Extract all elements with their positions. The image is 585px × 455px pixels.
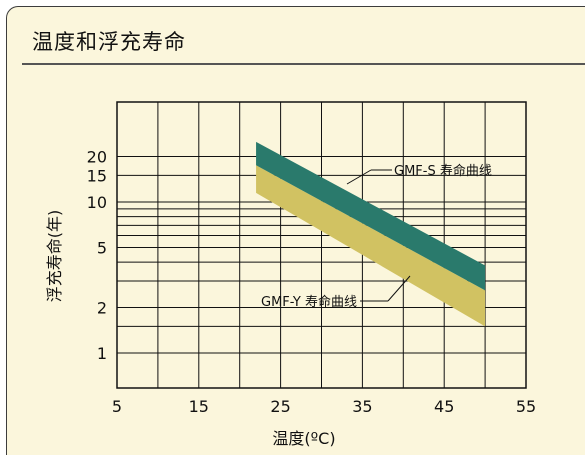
x-axis-label: 温度(ºC) bbox=[272, 429, 335, 448]
title-divider bbox=[22, 63, 585, 65]
y-tick-label: 5 bbox=[97, 238, 107, 257]
leader-line-gmf-s bbox=[346, 169, 372, 185]
x-tick-label: 5 bbox=[112, 397, 122, 416]
leader-line-gmf-y bbox=[387, 275, 411, 302]
x-tick-label: 25 bbox=[270, 397, 290, 416]
band-gmf-y bbox=[256, 165, 486, 327]
y-tick-label: 10 bbox=[87, 193, 107, 212]
x-tick-label: 15 bbox=[189, 397, 209, 416]
gmf-s-label: GMF-S 寿命曲线 bbox=[394, 163, 492, 179]
chart-title: 温度和浮充寿命 bbox=[32, 30, 186, 54]
chart-panel bbox=[6, 6, 585, 455]
y-tick-label: 20 bbox=[87, 148, 107, 167]
gmf-y-label: GMF-Y 寿命曲线 bbox=[261, 294, 357, 310]
y-tick-label: 15 bbox=[87, 166, 107, 185]
plot-frame bbox=[116, 101, 527, 389]
x-tick-label: 55 bbox=[516, 397, 536, 416]
x-tick-label: 35 bbox=[352, 397, 372, 416]
y-axis-label: 浮充寿命(年) bbox=[45, 210, 64, 303]
y-tick-label: 1 bbox=[97, 344, 107, 363]
x-tick-label: 45 bbox=[434, 397, 454, 416]
band-gmf-s bbox=[256, 141, 486, 291]
y-tick-label: 2 bbox=[97, 299, 107, 318]
